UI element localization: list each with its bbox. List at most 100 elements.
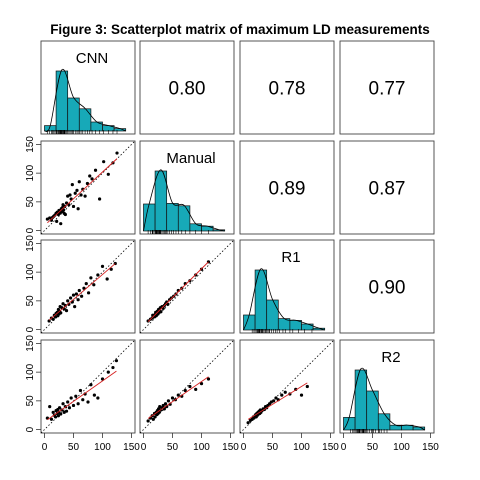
histogram-bar (78, 108, 92, 132)
histogram-bar (166, 203, 179, 232)
scatter-point (146, 419, 150, 423)
scatter-point (68, 193, 72, 197)
scatter-point (86, 291, 91, 295)
histogram-bar (401, 424, 414, 431)
x-tick-label: 50 (367, 442, 379, 453)
scatter-point (64, 409, 69, 413)
histogram-bar (189, 223, 202, 232)
scatter-point (82, 286, 86, 290)
scatter-point (105, 277, 109, 281)
scatter-point (68, 296, 73, 300)
panel-frame (339, 40, 435, 135)
scatter-point (49, 417, 54, 421)
scatter-point (159, 310, 163, 314)
y-tick-label: 150 (25, 136, 36, 153)
scatter-point (169, 296, 173, 300)
x-tick-label: 0 (141, 442, 147, 453)
scatter-point (59, 311, 63, 315)
y-tick-label: 50 (25, 295, 36, 307)
variable-label: Manual (166, 150, 215, 167)
y-tick-label: 0 (25, 227, 36, 233)
scatter-point (61, 302, 65, 306)
scatter-point (166, 399, 171, 403)
density-curve (143, 169, 225, 232)
panel-frame (239, 40, 335, 135)
scatter-point (63, 303, 67, 308)
scatter-point (106, 370, 110, 374)
panel-r1-c1: Manual (139, 140, 235, 235)
scatter-point (59, 412, 63, 416)
scatter-point (93, 168, 98, 172)
scatter-point (74, 292, 78, 296)
correlation-label: 0.80 (169, 79, 206, 100)
panel-r0-c0: CNN (40, 40, 136, 135)
correlation-label: 0.77 (369, 79, 406, 100)
scatter-point (81, 398, 85, 402)
panel-r1-c2: 0.89 (239, 140, 335, 235)
variable-label: R1 (281, 249, 300, 266)
y-tick-label: 100 (25, 263, 36, 280)
histogram-bar (154, 170, 168, 232)
panel-frame (40, 140, 136, 235)
scatter-point (61, 402, 65, 406)
scatter-point (246, 421, 250, 425)
panel-frame (139, 140, 235, 235)
x-tick-label: 150 (222, 442, 239, 453)
histogram-bar (301, 323, 314, 331)
scatter-point (96, 273, 100, 277)
scatter-point (77, 288, 81, 293)
panel-frame (339, 140, 435, 235)
x-tick-label: 50 (68, 442, 80, 453)
panel-r2-c0 (40, 239, 136, 334)
histogram-bar (343, 417, 356, 431)
scatter-point (183, 388, 187, 393)
fit-line (48, 263, 116, 321)
scatter-point (188, 384, 192, 389)
scatter-point (85, 181, 90, 186)
x-tick-label: 150 (123, 442, 140, 453)
panel-frame (40, 239, 136, 334)
fit-line (247, 382, 308, 420)
scatter-point (274, 396, 278, 400)
scatter-point (146, 319, 150, 323)
scatter-point (100, 264, 105, 269)
histogram-bar (354, 369, 368, 431)
histogram-bar (243, 314, 256, 331)
panel-frame (139, 40, 235, 135)
scatter-point (56, 414, 61, 418)
x-tick-label: 150 (422, 442, 439, 453)
panel-frame (339, 239, 435, 334)
x-tick-label: 0 (241, 442, 247, 453)
scatter-point (64, 309, 69, 313)
histogram-bar (289, 320, 302, 331)
scatter-point (48, 404, 52, 409)
x-tick-label: 150 (322, 442, 339, 453)
histogram-bar (55, 70, 69, 132)
y-tick-label: 150 (25, 235, 36, 252)
fit-line (47, 370, 117, 421)
scatter-point (90, 177, 94, 181)
x-tick-label: 100 (193, 442, 210, 453)
scatter-point (299, 393, 304, 397)
panel-r3-c1 (139, 339, 235, 434)
scatter-point (92, 393, 96, 397)
identity-line (40, 339, 136, 434)
panel-r0-c3: 0.77 (339, 40, 435, 135)
x-tick-label: 0 (42, 442, 48, 453)
scatter-point (76, 207, 80, 211)
y-tick-label: 0 (25, 326, 36, 332)
scatter-point (80, 294, 84, 298)
histogram-bar (67, 97, 80, 132)
panel-frame (239, 339, 335, 434)
histogram-bar (366, 390, 379, 431)
scatter-point (53, 415, 58, 419)
scatter-point (51, 317, 55, 321)
scatter-point (70, 183, 74, 187)
y-tick-label: 150 (25, 335, 36, 352)
panel-r3-c3: R2 (339, 339, 435, 434)
x-tick-label: 50 (167, 442, 179, 453)
y-tick-label: 100 (25, 164, 36, 181)
fit-line (47, 158, 118, 224)
scatter-point (84, 282, 88, 286)
scatter-point (151, 417, 155, 421)
